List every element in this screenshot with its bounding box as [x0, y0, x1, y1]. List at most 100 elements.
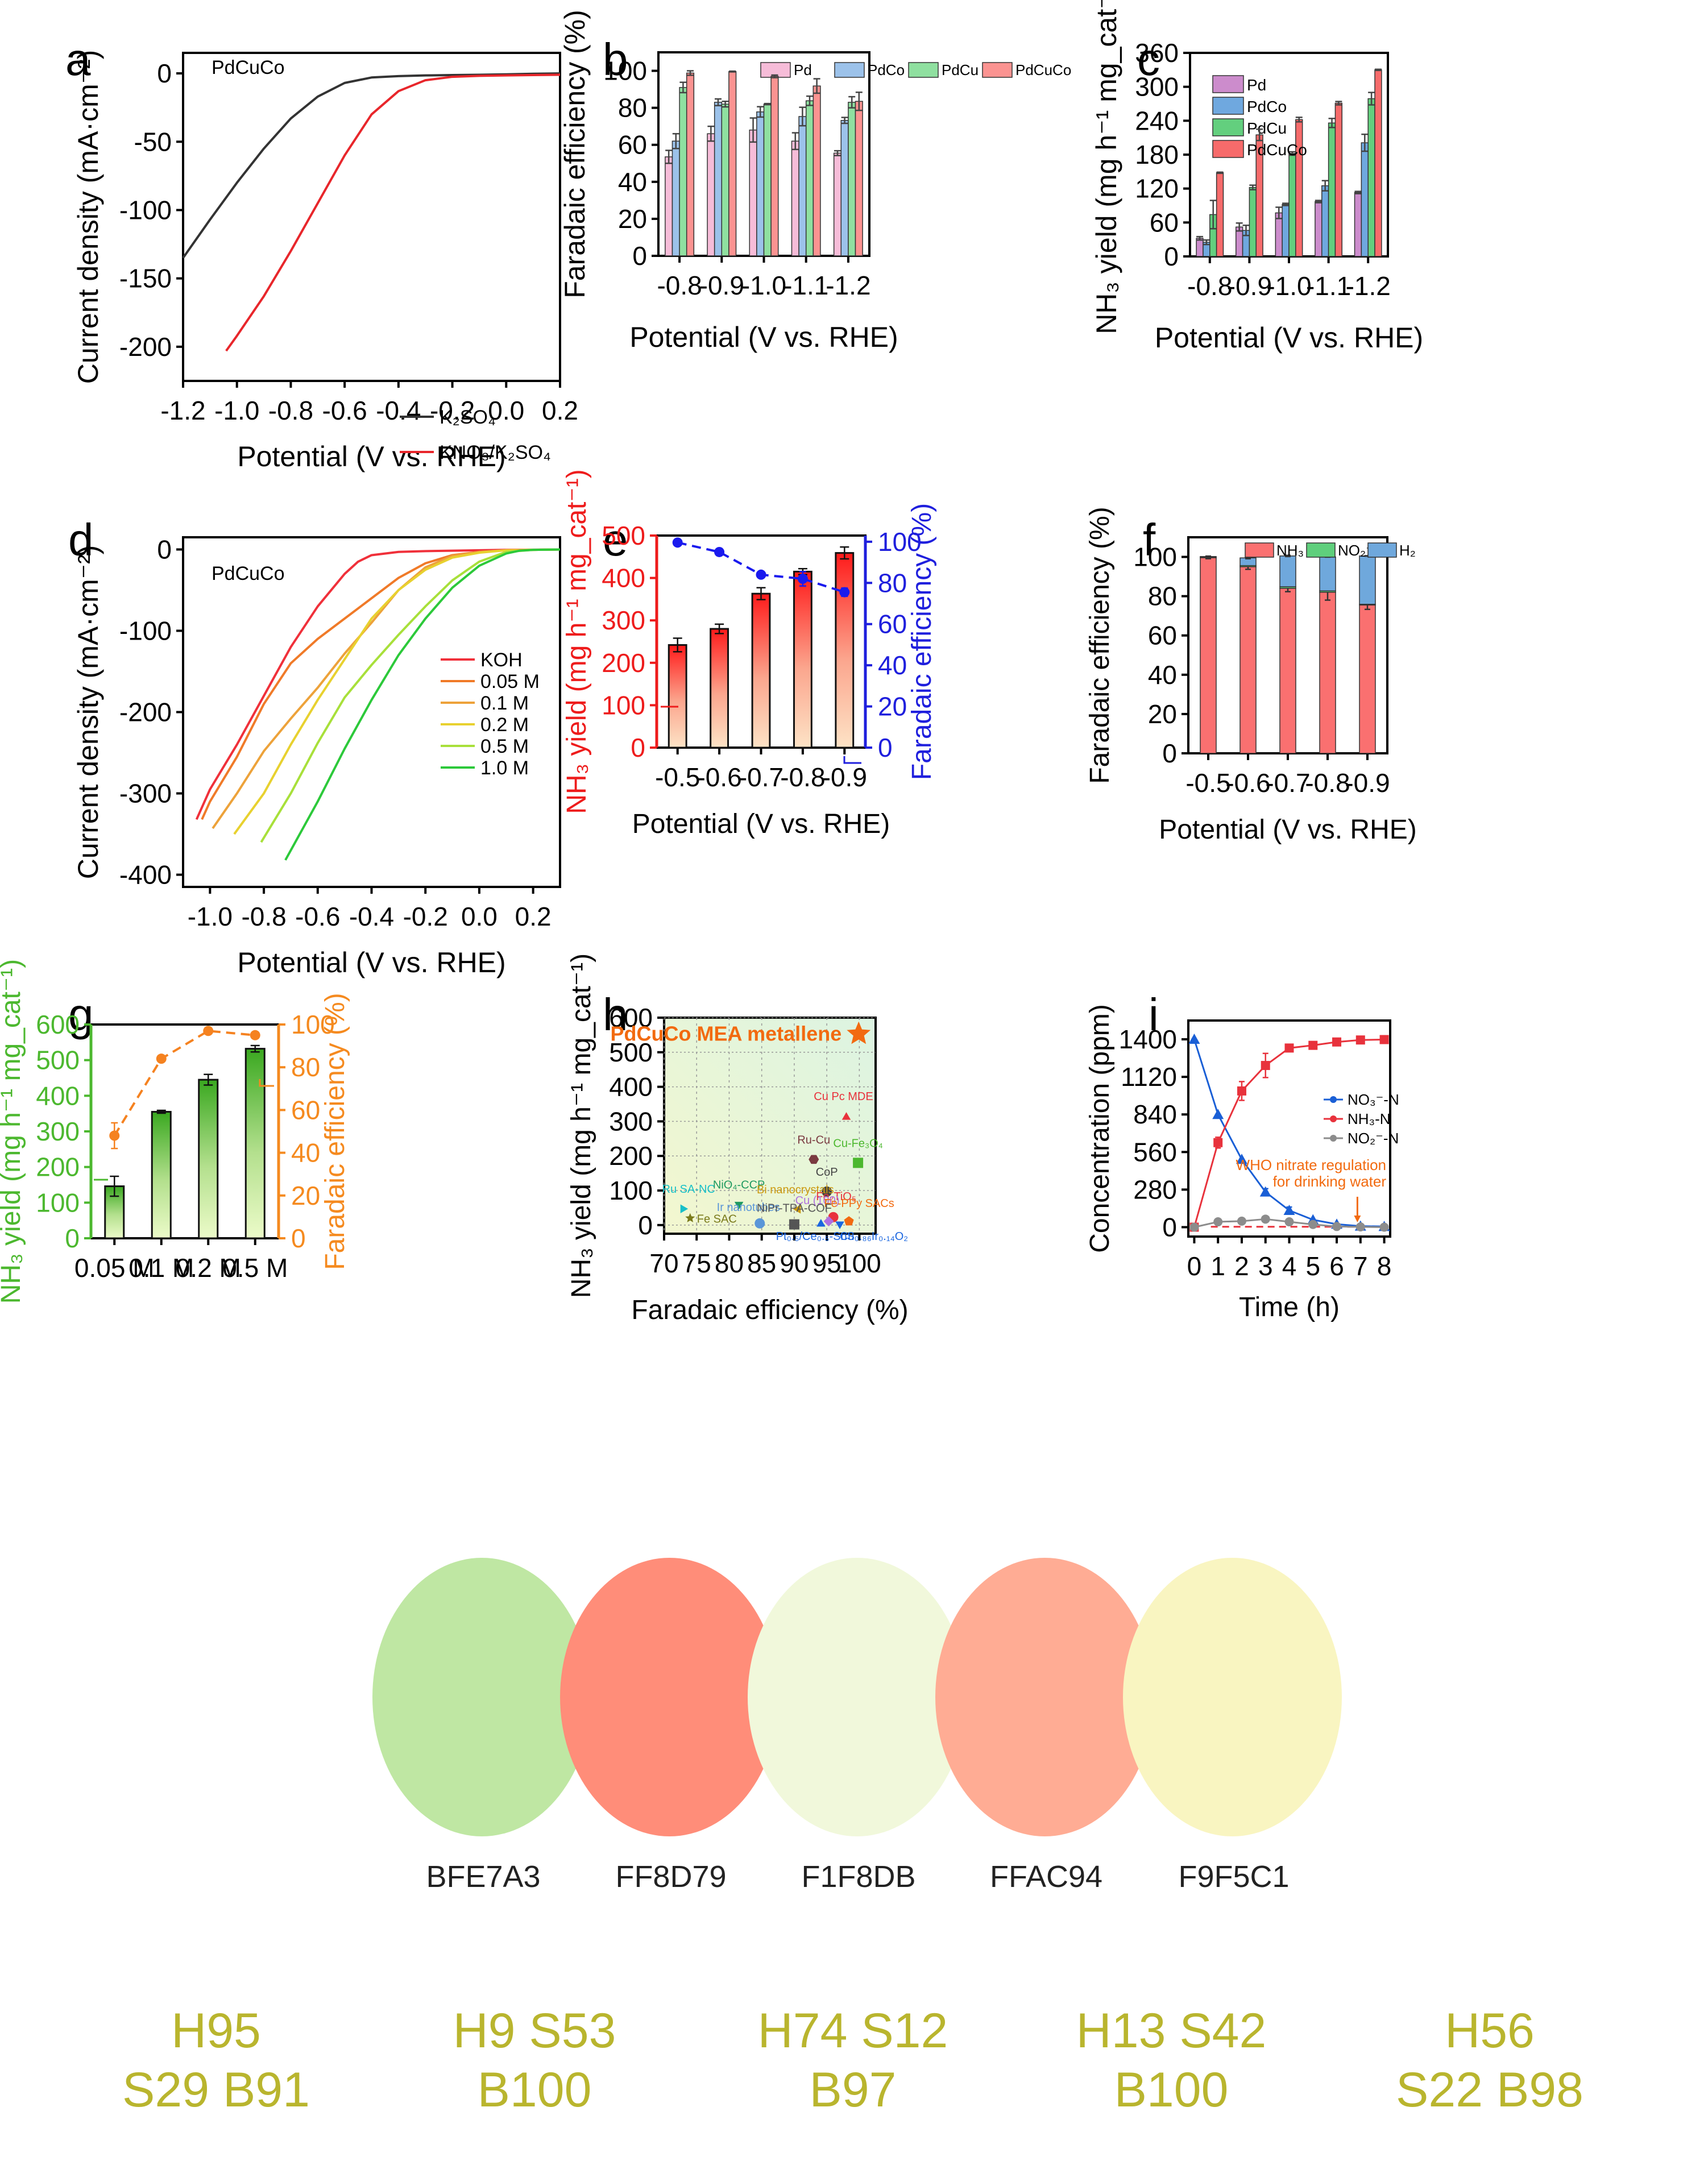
y-tick-label: 200 — [602, 648, 645, 678]
y-tick-label: 0 — [1162, 1212, 1177, 1242]
chart-f: 0 20 40 60 80 100 -0.5 -0.6 -0.7 -0.8 -0.9 Potentia… — [1085, 500, 1708, 972]
y-tick-label: 60 — [1150, 208, 1179, 237]
hsb-line: S29 B91 — [122, 2063, 310, 2117]
square-marker — [1355, 1035, 1365, 1045]
point-label: Fe₂TiO₅ — [816, 1191, 856, 1203]
x-axis-title: Potential (V vs. RHE) — [629, 321, 898, 353]
swatch-hsb-4: H13 S42 B100 — [1052, 2001, 1291, 2119]
x-tick-label: -0.4 — [349, 902, 394, 931]
bar-Pd — [791, 140, 799, 256]
right-axis-arrow-icon — [843, 756, 861, 764]
bar-PdCu — [763, 103, 772, 256]
fe-point — [756, 569, 766, 580]
x-tick-label: -1.0 — [1266, 271, 1311, 301]
bar-PdCu — [848, 102, 856, 256]
x-tick-label: 100 — [838, 1249, 881, 1278]
x-tick-label: 70 — [649, 1249, 678, 1278]
square-marker — [789, 1219, 799, 1230]
circle-marker — [1308, 1220, 1318, 1229]
y-tick-label: 180 — [1135, 140, 1179, 169]
x-tick-label: -1.0 — [741, 271, 786, 300]
legend-label: K₂SO₄ — [440, 407, 496, 428]
x-tick-label: 6 — [1329, 1251, 1344, 1281]
legend-label: PdCo — [868, 61, 905, 78]
point-label: Fe-PPy SACs — [824, 1197, 894, 1210]
y-tick-label: 240 — [1135, 106, 1179, 135]
swatch-2 — [560, 1558, 779, 1836]
y-tick-label: 200 — [609, 1141, 653, 1171]
stacked-bar-NH₃ — [1200, 557, 1217, 754]
series-line-1 — [225, 73, 561, 352]
bar-Pd — [665, 156, 673, 256]
y-tick-label: 100 — [36, 1188, 80, 1217]
y-tick-label: 500 — [602, 521, 645, 550]
y-tick-label: 400 — [36, 1081, 80, 1110]
y-tick-label: 0 — [1164, 242, 1179, 271]
point-label: Cu (100) — [795, 1194, 840, 1207]
x-tick-label: -0.5 — [655, 762, 700, 792]
fe-point — [714, 546, 725, 557]
x-tick-label: -1.1 — [1306, 271, 1351, 301]
x-tick-label: 1 — [1210, 1251, 1225, 1281]
fe-point — [797, 574, 808, 584]
point-label: Bi nanocrystals — [757, 1184, 834, 1196]
legend-label: 0.1 M — [480, 692, 529, 714]
x-tick-label: 8 — [1377, 1251, 1392, 1281]
point-label: Cu₀.₈₆Ir₀.₁₄O₂ — [840, 1230, 908, 1243]
y-tick-label: 600 — [36, 1010, 80, 1039]
legend-label: PdCo — [1247, 98, 1287, 115]
x-tick-label: 0.2 M — [176, 1253, 241, 1283]
y-axis-title: Concentration (ppm) — [1085, 1004, 1115, 1253]
y-tick-label: 0 — [65, 1223, 80, 1253]
y-tick-label: 40 — [878, 650, 907, 680]
x-tick-label: -0.6 — [1225, 768, 1270, 798]
y-tick-label: 0 — [632, 241, 647, 271]
chart-e: 0 100 200 300 400 500 0 20 40 60 80 100 -0.5 -0.6 -0.7… — [562, 469, 1137, 972]
bar — [668, 644, 687, 749]
point-label: Ru-Cu — [797, 1134, 830, 1146]
circle-marker — [1189, 1222, 1199, 1232]
swatch-3 — [748, 1558, 967, 1836]
y-axis-title: NH₃ yield (mg h⁻¹ mg_cat⁻¹) — [1091, 0, 1122, 334]
x-tick-label: -0.6 — [295, 902, 340, 931]
x-tick-label: 4 — [1282, 1251, 1297, 1281]
bar-Pd — [707, 133, 715, 256]
x-tick-label: -1.2 — [160, 396, 205, 425]
y-tick-label: -300 — [119, 779, 172, 808]
y-axis-title-right: Faradaic efficiency (%) — [320, 993, 350, 1270]
y-tick-label: 500 — [36, 1046, 80, 1075]
y-tick-label: 100 — [291, 1010, 335, 1039]
y-axis-title: Current density (mA·cm⁻²) — [72, 545, 104, 880]
point-label: NiPr-TPA-COF — [757, 1202, 832, 1215]
bar-PdCuCo — [1295, 119, 1303, 257]
triangle-marker — [1259, 1186, 1271, 1197]
plot-frame — [663, 1017, 877, 1235]
star-marker — [847, 1021, 871, 1044]
x-tick-label: -1.0 — [214, 396, 259, 425]
bar-PdCo — [714, 102, 723, 256]
swatch-hsb-1: H95 S29 B91 — [97, 2001, 335, 2119]
y-tick-label: 400 — [602, 563, 645, 593]
circle-marker — [1261, 1214, 1270, 1224]
circle-marker — [822, 1186, 832, 1197]
circle-marker — [1237, 1216, 1246, 1226]
y-tick-label: 40 — [291, 1138, 320, 1168]
legend-marker — [1330, 1096, 1337, 1103]
x-tick-label: 80 — [715, 1249, 744, 1278]
legend-label: KNO₃/K₂SO₄ — [440, 442, 551, 463]
triangle-up-marker — [816, 1218, 826, 1227]
chart-a: 0 -50 -100 -150 -200 -1.2 -1.0 -0.8 -0.6 -0.4 -0.2… — [0, 0, 597, 495]
bar-PdCuCo — [728, 71, 737, 256]
x-tick-label: 0.5 M — [222, 1253, 288, 1283]
y-tick-label: -200 — [119, 698, 172, 727]
x-tick-label: -0.7 — [739, 762, 783, 792]
x-tick-label: -0.7 — [1265, 768, 1310, 798]
bar-PdCuCo — [1334, 102, 1343, 257]
panel-label-i: i — [1149, 989, 1159, 1040]
bar-PdCo — [1361, 142, 1369, 257]
x-tick-label: -1.2 — [1346, 271, 1391, 301]
y-tick-label: 400 — [609, 1072, 653, 1102]
y-axis-title-right: Faradaic efficiency (%) — [907, 503, 937, 780]
x-tick-label: -1.1 — [783, 271, 828, 300]
x-tick-label: 0.0 — [461, 902, 498, 931]
